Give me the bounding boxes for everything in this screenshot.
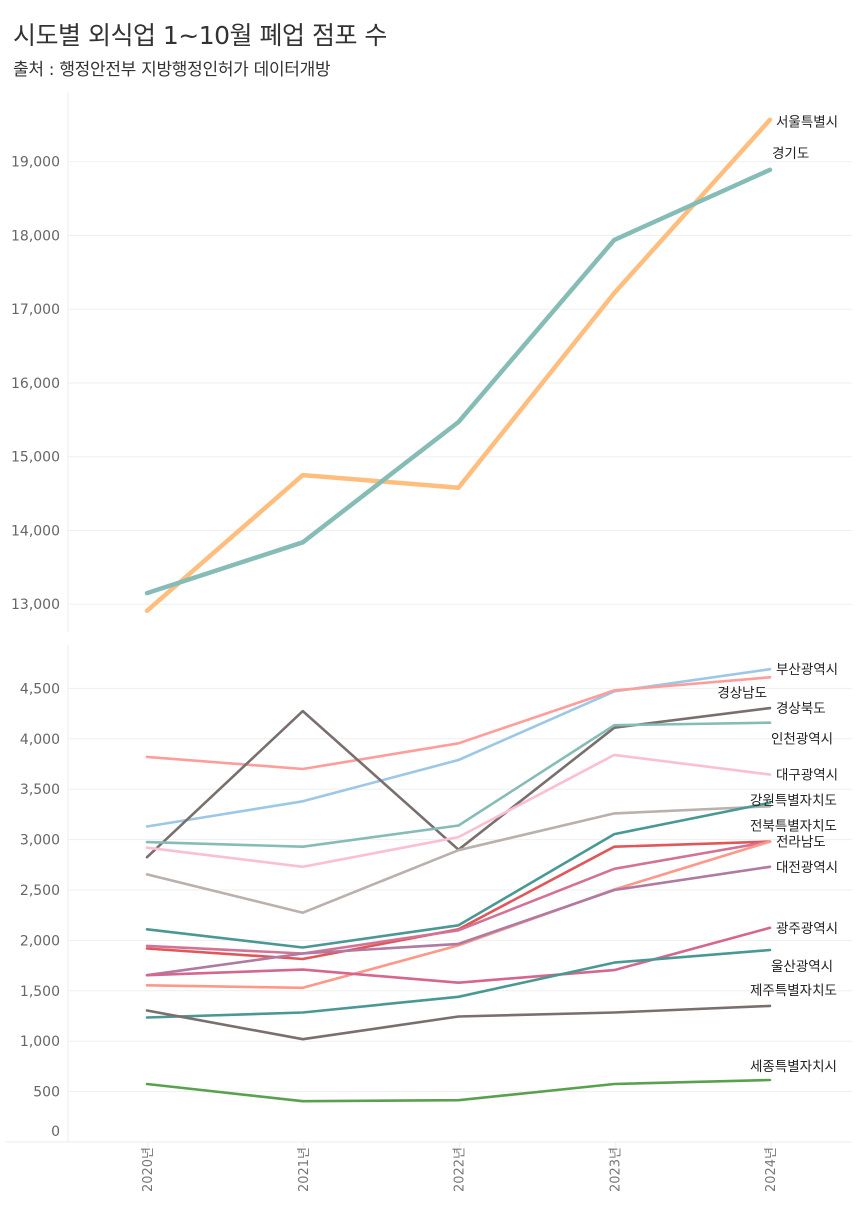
y-tick-label: 3,000 <box>20 833 60 849</box>
x-tick-label: 2024년 <box>764 1147 779 1192</box>
series-line-세종특별자치시 <box>145 1078 772 1103</box>
series-label: 경상남도 <box>717 685 767 701</box>
series-label: 제주특별자치도 <box>750 983 837 999</box>
series-label: 세종특별자치시 <box>750 1059 837 1075</box>
series-line-전라남도 <box>145 840 772 955</box>
y-tick-label: 4,500 <box>20 681 60 697</box>
series-line-경상남도 <box>145 676 772 771</box>
series-label: 대구광역시 <box>776 768 838 784</box>
series-label: 경상북도 <box>776 701 826 717</box>
series-label: 부산광역시 <box>776 662 838 678</box>
x-tick-label: 2023년 <box>608 1147 623 1192</box>
x-axis: 2020년 2021년 2022년 2023년 2024년 <box>5 1141 852 1192</box>
y-tick-label: 2,500 <box>20 883 60 899</box>
chart-title: 시도별 외식업 1~10월 폐업 점포 수 <box>13 21 387 50</box>
y-tick-label: 13,000 <box>11 597 60 613</box>
series-label: 울산광역시 <box>771 959 833 975</box>
series-line-제주특별자치도 <box>145 1004 772 1041</box>
y-tick-label: 1,500 <box>20 984 60 1000</box>
bottom-panel: 0 500 1,000 1,500 2,000 2,500 3,000 3,500 4,000 4… <box>20 645 852 1142</box>
chart-subtitle: 출처 : 행정안전부 지방행정인허가 데이터개방 <box>13 60 331 80</box>
y-tick-label: 14,000 <box>11 523 60 539</box>
y-tick-label: 16,000 <box>11 376 60 392</box>
series-line-인천광역시 <box>145 721 772 848</box>
series-label: 인천광역시 <box>771 732 833 748</box>
series-label: 경기도 <box>772 146 809 162</box>
series-label: 서울특별시 <box>776 115 838 131</box>
series-line-대전광역시 <box>145 865 772 977</box>
y-tick-label: 4,000 <box>20 732 60 748</box>
y-tick-label: 2,000 <box>20 933 60 949</box>
series-label: 대전광역시 <box>776 860 838 876</box>
x-tick-label: 2022년 <box>453 1147 468 1192</box>
top-panel: 13,000 14,000 15,000 16,000 17,000 18,000 19,0… <box>11 92 852 632</box>
x-tick-label: 2021년 <box>297 1147 312 1192</box>
y-tick-label: 17,000 <box>11 302 60 318</box>
y-tick-label: 3,500 <box>20 782 60 798</box>
series-line-광주광역시 <box>145 926 772 984</box>
y-tick-label: 0 <box>51 1124 60 1140</box>
series-line-경상북도 <box>145 706 772 859</box>
series-line-울산광역시 <box>145 948 772 1019</box>
series-line-5 <box>145 805 772 914</box>
series-line-강원특별자치도 <box>145 801 772 949</box>
y-tick-label: 500 <box>33 1085 60 1101</box>
series-label: 전라남도 <box>776 835 826 851</box>
series-label: 광주광역시 <box>776 921 838 937</box>
series-line-서울특별시 <box>144 117 773 614</box>
series-line-대구광역시 <box>145 753 772 869</box>
series-line-9 <box>145 840 772 990</box>
series-line-경기도 <box>144 167 773 596</box>
series-label: 전북특별자치도 <box>750 819 837 835</box>
series-label: 강원특별자치도 <box>750 793 837 809</box>
y-tick-label: 15,000 <box>11 450 60 466</box>
series-line-부산광역시 <box>145 667 772 828</box>
y-tick-label: 1,000 <box>20 1034 60 1050</box>
x-tick-label: 2020년 <box>141 1147 156 1192</box>
y-tick-label: 19,000 <box>11 155 60 171</box>
y-tick-label: 18,000 <box>11 228 60 244</box>
